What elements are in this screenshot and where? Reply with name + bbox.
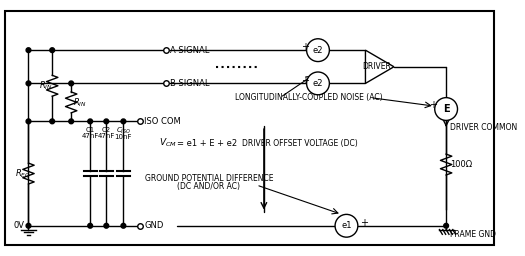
Circle shape: [104, 223, 109, 228]
Text: GND: GND: [144, 221, 164, 230]
Circle shape: [50, 119, 55, 124]
Text: +: +: [429, 100, 437, 110]
Text: e2: e2: [313, 79, 323, 88]
Text: B SIGNAL: B SIGNAL: [170, 79, 209, 88]
Text: $V_{CM}$: $V_{CM}$: [160, 137, 177, 150]
Text: 10nF: 10nF: [114, 134, 132, 140]
Text: DRIVER COMMON: DRIVER COMMON: [450, 123, 517, 132]
Circle shape: [435, 98, 457, 120]
Text: C1: C1: [86, 127, 95, 133]
Text: DRIVER: DRIVER: [362, 62, 391, 71]
Text: e2: e2: [313, 46, 323, 55]
Text: LONGITUDINALLY-COUPLED NOISE (AC): LONGITUDINALLY-COUPLED NOISE (AC): [235, 93, 383, 102]
Text: (DC AND/OR AC): (DC AND/OR AC): [177, 182, 240, 191]
Text: E: E: [443, 104, 449, 114]
Circle shape: [88, 223, 92, 228]
Circle shape: [26, 81, 31, 86]
Circle shape: [104, 119, 109, 124]
Text: $R_{IN}$: $R_{IN}$: [73, 96, 87, 109]
Circle shape: [121, 119, 126, 124]
Circle shape: [69, 81, 74, 86]
Circle shape: [307, 72, 329, 95]
Text: 47nF: 47nF: [98, 133, 115, 139]
Text: $R_{IN}$: $R_{IN}$: [39, 80, 53, 92]
Text: 100Ω: 100Ω: [450, 160, 472, 169]
Text: +: +: [360, 218, 367, 228]
Text: ISO COM: ISO COM: [144, 117, 181, 126]
Text: +: +: [301, 42, 309, 52]
Text: $R_{EQ}$: $R_{EQ}$: [15, 167, 31, 180]
Text: 0V: 0V: [14, 221, 25, 230]
Circle shape: [444, 223, 448, 228]
Text: FRAME GND: FRAME GND: [450, 230, 496, 239]
Text: DRIVER OFFSET VOLTAGE (DC): DRIVER OFFSET VOLTAGE (DC): [242, 139, 358, 148]
Circle shape: [307, 39, 329, 61]
Text: C2: C2: [102, 127, 111, 133]
Circle shape: [335, 214, 358, 237]
Circle shape: [26, 119, 31, 124]
Text: +: +: [301, 76, 309, 86]
Circle shape: [26, 48, 31, 52]
Circle shape: [26, 223, 31, 228]
Text: GROUND POTENTIAL DIFFERENCE: GROUND POTENTIAL DIFFERENCE: [144, 174, 273, 183]
Text: e1: e1: [341, 221, 352, 230]
Text: A SIGNAL: A SIGNAL: [170, 46, 209, 55]
Text: = e1 + E + e2: = e1 + E + e2: [176, 139, 237, 148]
Circle shape: [88, 119, 92, 124]
Text: $C_{ISO}$: $C_{ISO}$: [116, 126, 131, 136]
Text: 47nF: 47nF: [81, 133, 99, 139]
Circle shape: [50, 48, 55, 52]
Circle shape: [121, 223, 126, 228]
Circle shape: [69, 119, 74, 124]
